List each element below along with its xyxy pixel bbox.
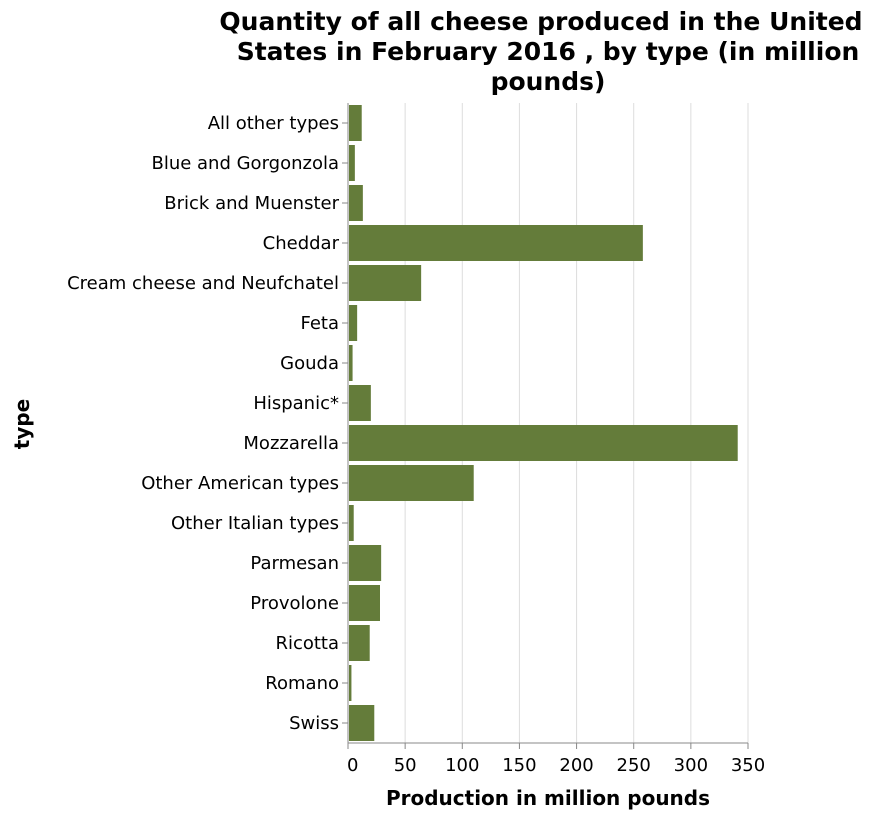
y-tick-label-15: Swiss	[289, 713, 339, 734]
x-tick-label-2: 100	[445, 755, 479, 776]
x-gridlines	[347, 103, 749, 743]
bar-0	[349, 105, 362, 141]
chart-title-line-1: Quantity of all cheese produced in the U…	[219, 7, 862, 36]
x-tick-label-7: 350	[731, 755, 765, 776]
x-tick-label-5: 250	[617, 755, 651, 776]
bar-14	[349, 665, 352, 701]
y-tick-label-6: Gouda	[280, 353, 339, 374]
y-tick-label-8: Mozzarella	[243, 433, 339, 454]
chart-title-line-3: pounds)	[491, 67, 606, 96]
bar-12	[349, 585, 380, 621]
x-tick-label-1: 50	[394, 755, 417, 776]
y-tick-label-13: Ricotta	[275, 633, 339, 654]
bar-2	[349, 185, 363, 221]
x-tick-label-6: 300	[674, 755, 708, 776]
bar-5	[349, 305, 358, 341]
y-tick-label-3: Cheddar	[263, 233, 340, 254]
chart-title-line-2: States in February 2016 , by type (in mi…	[237, 37, 860, 66]
bar-1	[349, 145, 355, 181]
x-tick-label-4: 200	[559, 755, 593, 776]
x-tick-label-0: 0	[347, 755, 358, 776]
chart-title: Quantity of all cheese produced in the U…	[219, 7, 862, 96]
bar-13	[349, 625, 370, 661]
y-tick-label-4: Cream cheese and Neufchatel	[67, 273, 339, 294]
x-axis: 0 50 100 150 200 250 300 350	[347, 742, 765, 776]
y-tick-label-5: Feta	[300, 313, 339, 334]
y-axis: All other types Blue and Gorgonzola Brick …	[67, 103, 349, 743]
x-tick-label-3: 150	[502, 755, 536, 776]
x-axis-title: Production in million pounds	[386, 786, 710, 810]
bar-6	[349, 345, 353, 381]
bars	[349, 105, 738, 741]
y-tick-label-1: Blue and Gorgonzola	[151, 153, 339, 174]
bar-3	[349, 225, 643, 261]
y-tick-label-10: Other Italian types	[171, 513, 339, 534]
bar-11	[349, 545, 382, 581]
bar-10	[349, 505, 354, 541]
y-tick-label-12: Provolone	[250, 593, 339, 614]
bar-8	[349, 425, 738, 461]
y-tick-label-9: Other American types	[141, 473, 339, 494]
bar-4	[349, 265, 422, 301]
y-tick-label-7: Hispanic*	[253, 393, 339, 414]
bar-7	[349, 385, 371, 421]
y-tick-label-0: All other types	[208, 113, 339, 134]
y-axis-title: type	[10, 399, 34, 449]
y-tick-label-14: Romano	[265, 673, 339, 694]
bar-15	[349, 705, 375, 741]
y-tick-label-11: Parmesan	[250, 553, 339, 574]
y-tick-label-2: Brick and Muenster	[164, 193, 339, 214]
bar-9	[349, 465, 474, 501]
